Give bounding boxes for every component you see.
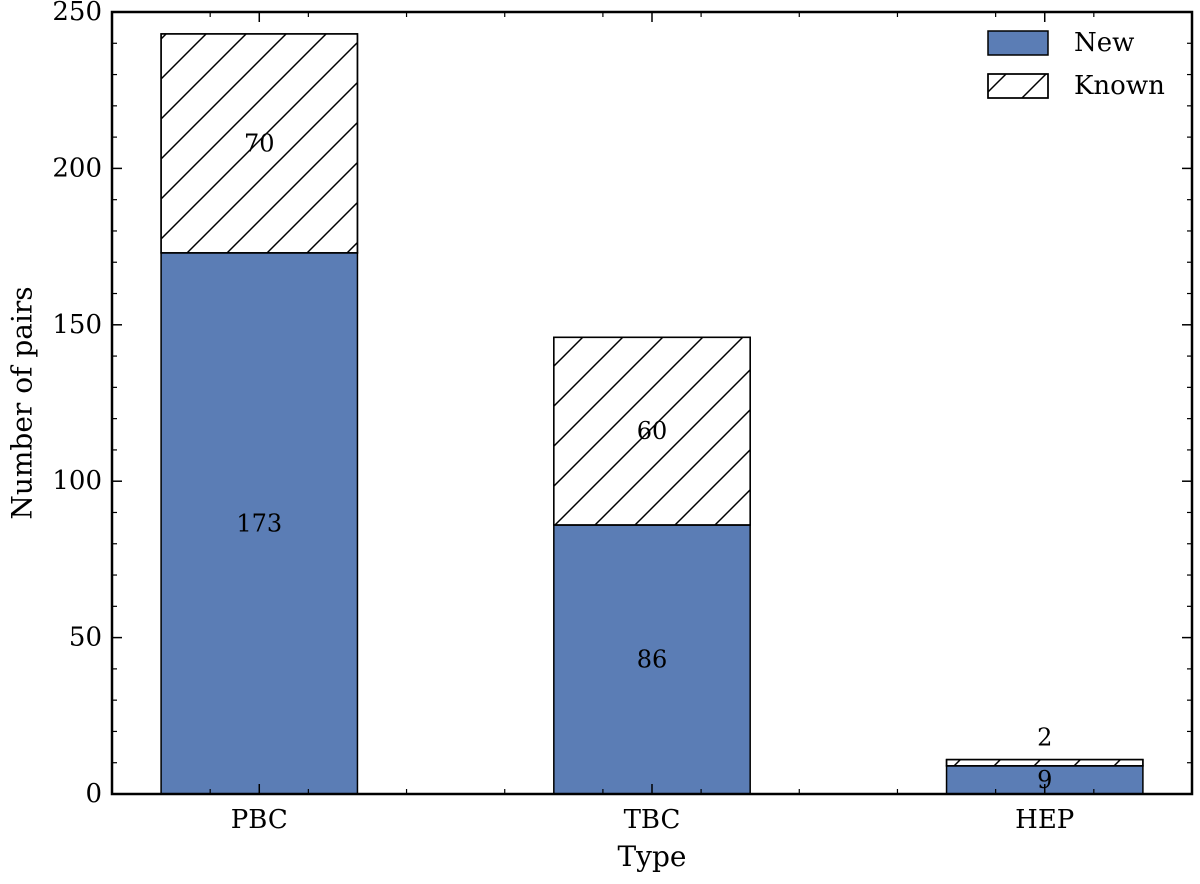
y-tick-label: 0: [85, 779, 102, 809]
y-tick-labels: 0 50 100 150 200 250: [52, 0, 102, 809]
bar-value-label-tbc-known: 60: [637, 417, 668, 445]
legend-swatch-known-hatch: [987, 73, 1049, 99]
y-tick-label: 150: [52, 310, 102, 340]
x-axis-title: Type: [618, 840, 687, 873]
bar-tbc-known-hatch: [553, 336, 751, 526]
legend: New Known: [987, 28, 1165, 101]
y-tick-label: 200: [52, 153, 102, 183]
legend-label-new: New: [1074, 28, 1134, 58]
x-tick-label: TBC: [624, 805, 681, 835]
bar-value-label-hep-known: 2: [1037, 724, 1052, 752]
bar-value-label-tbc-new: 86: [637, 645, 668, 673]
bar-hep-known-hatch: [945, 758, 1144, 767]
y-tick-label: 250: [52, 0, 102, 27]
y-tick-label: 50: [69, 623, 102, 653]
legend-label-known: Known: [1074, 71, 1165, 101]
ticks-group: [112, 11, 1192, 795]
x-tick-labels: PBC TBC HEP: [231, 805, 1075, 835]
bar-pbc-known-hatch: [160, 33, 359, 254]
bar-pbc-new: [160, 252, 359, 795]
bar-labels-group: 173 70 86 60 9 2: [236, 129, 1052, 794]
legend-swatch-new: [987, 30, 1049, 56]
x-tick-label: HEP: [1015, 805, 1074, 835]
bars-group: [160, 33, 1144, 795]
bar-value-label-pbc-new: 173: [236, 509, 282, 537]
bar-tbc-new: [553, 524, 751, 795]
bar-value-label-pbc-known: 70: [244, 129, 275, 157]
bar-value-label-hep-new: 9: [1037, 766, 1052, 794]
y-axis-title: Number of pairs: [6, 286, 39, 519]
y-tick-label: 100: [52, 466, 102, 496]
x-tick-label: PBC: [231, 805, 288, 835]
